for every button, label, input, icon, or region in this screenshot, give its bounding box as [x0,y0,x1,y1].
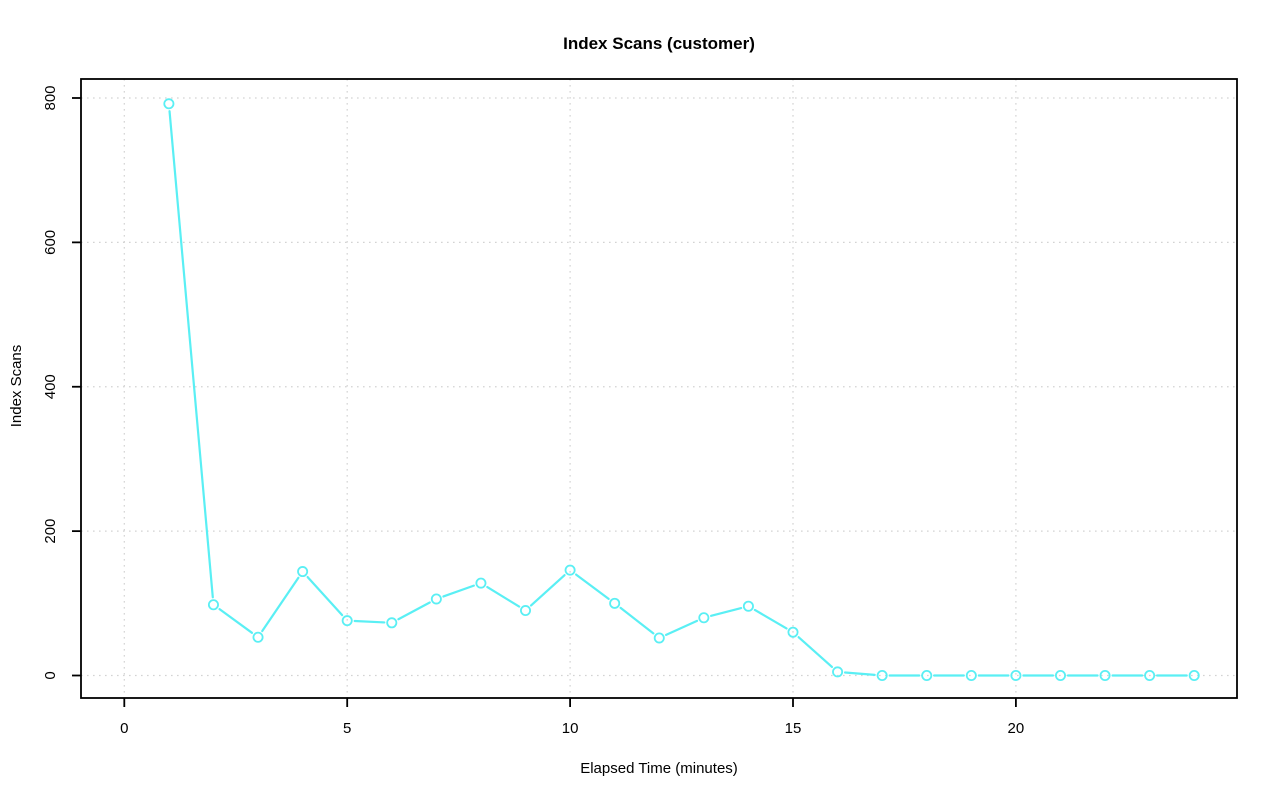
series-line [168,110,1188,677]
series-segment [442,584,475,598]
axes [80,78,1238,699]
series-segment [529,574,566,607]
data-point-marker [1144,670,1156,682]
y-tick-label: 0 [42,671,59,679]
data-point-marker [297,566,309,578]
series-segment [843,671,876,676]
x-tick-label: 10 [562,720,579,737]
data-point-marker [386,617,398,629]
y-tick-label: 200 [42,519,59,544]
series-markers [163,98,1200,682]
data-point-marker [252,631,264,643]
x-tick-label: 20 [1008,720,1025,737]
x-tick-label: 5 [343,720,351,737]
plot-box [80,78,1238,699]
data-point-marker [207,599,219,611]
data-point-marker [163,98,175,110]
series-segment [664,619,699,636]
data-point-marker [430,593,442,605]
y-tick-label: 800 [42,85,59,110]
x-axis-label: Elapsed Time (minutes) [580,760,738,777]
data-point-marker [1188,670,1200,682]
data-point-marker [698,612,710,624]
series-segment [397,601,431,621]
series-segment [261,576,300,633]
gridlines [81,79,1237,698]
series-segment [710,606,743,617]
data-point-marker [653,632,665,644]
chart-title: Index Scans (customer) [563,34,755,53]
data-point-marker [832,666,844,678]
series-segment [306,576,344,617]
series-segment [168,110,214,599]
data-point-marker [876,670,888,682]
data-point-marker [564,564,576,576]
data-point-marker [520,605,532,617]
data-point-marker [475,577,487,589]
data-point-marker [921,670,933,682]
series-segment [797,636,834,669]
series-segment [575,573,610,600]
data-point-marker [1099,670,1111,682]
data-point-marker [787,626,799,638]
y-tick-label: 400 [42,374,59,399]
data-point-marker [341,615,353,627]
data-point-marker [742,600,754,612]
series-segment [218,608,254,634]
y-tick-label: 600 [42,230,59,255]
series-segment [486,585,521,608]
series-segment [753,608,788,630]
data-point-marker [1010,670,1022,682]
series-segment [619,606,655,635]
x-tick-label: 15 [785,720,802,737]
data-point-marker [609,597,621,609]
tick-marks [72,97,1017,707]
x-tick-label: 0 [120,720,128,737]
series-segment [353,619,386,624]
data-point-marker [965,670,977,682]
data-point-marker [1054,670,1066,682]
